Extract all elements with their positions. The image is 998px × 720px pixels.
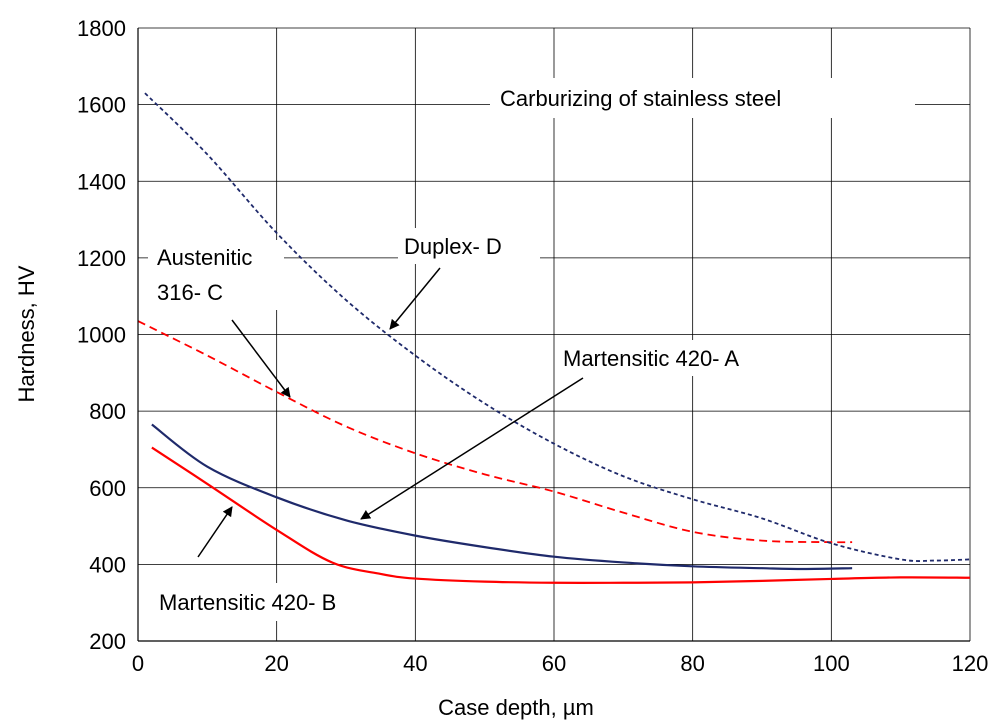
tick-labels: 200 400 600 800 1000 1200 1400 1600 1800 0 20 40 60 8… bbox=[77, 16, 988, 676]
x-tick-label: 60 bbox=[542, 651, 566, 676]
y-tick-label: 800 bbox=[89, 399, 126, 424]
y-tick-label: 600 bbox=[89, 476, 126, 501]
title-label-bg bbox=[490, 78, 915, 118]
series-line-2 bbox=[151, 446, 971, 584]
y-tick-label: 1400 bbox=[77, 169, 126, 194]
mart-a-arrow bbox=[360, 377, 584, 520]
chart-title: Carburizing of stainless steel bbox=[500, 86, 781, 111]
y-tick-label: 1600 bbox=[77, 93, 126, 118]
duplex-arrow bbox=[389, 267, 441, 330]
series-line-4 bbox=[144, 92, 971, 562]
y-axis-title: Hardness, HV bbox=[14, 265, 39, 402]
y-tick-label: 200 bbox=[89, 629, 126, 654]
x-tick-label: 80 bbox=[680, 651, 704, 676]
y-tick-label: 1800 bbox=[77, 16, 126, 41]
mart-a-label-bg bbox=[556, 340, 802, 376]
x-tick-label: 0 bbox=[132, 651, 144, 676]
austenitic-label-line1: Austenitic bbox=[157, 245, 252, 270]
grid bbox=[137, 27, 971, 642]
series-group bbox=[137, 92, 971, 584]
x-tick-label: 120 bbox=[952, 651, 989, 676]
x-tick-label: 40 bbox=[403, 651, 427, 676]
austenitic-label-bg bbox=[148, 240, 284, 310]
duplex-label-bg bbox=[398, 228, 540, 264]
austenitic-arrow bbox=[231, 319, 291, 398]
x-tick-label: 20 bbox=[264, 651, 288, 676]
y-tick-label: 400 bbox=[89, 552, 126, 577]
duplex-label: Duplex- D bbox=[404, 234, 502, 259]
mart-b-label-bg bbox=[152, 583, 398, 621]
y-tick-label: 1200 bbox=[77, 246, 126, 271]
mart-b-label: Martensitic 420- B bbox=[159, 590, 336, 615]
y-tick-label: 1000 bbox=[77, 323, 126, 348]
series-line-1 bbox=[151, 423, 853, 571]
x-tick-label: 100 bbox=[813, 651, 850, 676]
mart-b-arrow bbox=[197, 506, 233, 558]
series-line-3 bbox=[137, 320, 853, 544]
mart-a-label: Martensitic 420- A bbox=[563, 346, 739, 371]
x-axis-title: Case depth, µm bbox=[438, 695, 594, 720]
austenitic-label-line2: 316- C bbox=[157, 280, 223, 305]
